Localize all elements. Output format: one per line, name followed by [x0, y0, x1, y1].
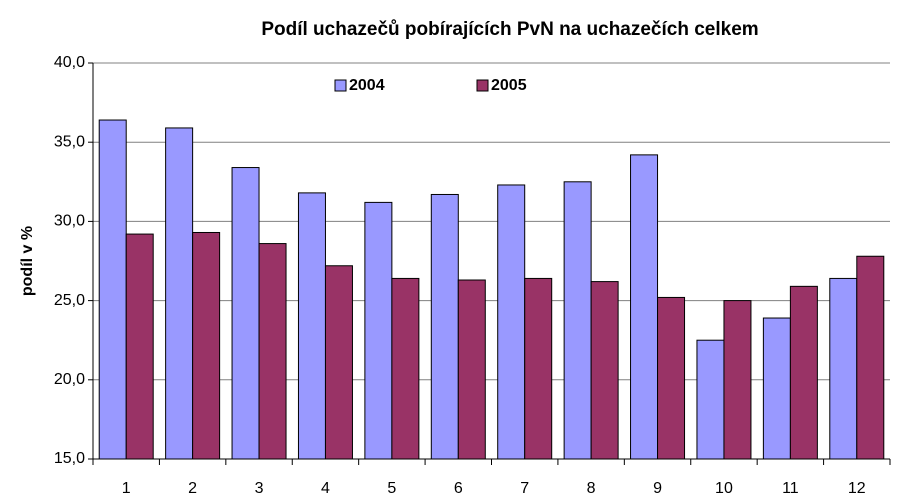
bar	[430, 193, 459, 460]
x-tick-label: 3	[255, 480, 264, 496]
x-tick-label: 11	[782, 480, 799, 496]
bar	[297, 192, 326, 460]
chart-title: Podíl uchazečů pobírajících PvN na uchaz…	[261, 19, 758, 40]
legend-swatch	[334, 79, 347, 92]
y-tick-label: 15,0	[54, 450, 85, 467]
bar	[457, 279, 486, 460]
bar	[364, 201, 393, 460]
bar	[391, 277, 420, 460]
y-tick-label: 25,0	[54, 292, 85, 309]
bar	[125, 233, 154, 460]
x-tick-label: 1	[122, 480, 131, 496]
y-tick-label: 40,0	[54, 54, 85, 71]
x-tick-label: 6	[454, 480, 463, 496]
bar	[258, 243, 287, 460]
x-tick-label: 12	[848, 480, 866, 496]
y-tick-label: 35,0	[54, 133, 85, 150]
bar	[829, 277, 858, 460]
bar	[192, 231, 221, 460]
legend-label: 2004	[349, 77, 385, 94]
bar	[497, 184, 526, 460]
bar	[98, 119, 127, 460]
x-tick-label: 9	[653, 480, 662, 496]
x-tick-label: 2	[188, 480, 197, 496]
x-tick-label: 7	[520, 480, 529, 496]
bar	[696, 339, 725, 460]
bar	[524, 277, 553, 460]
bar	[590, 281, 619, 460]
legend-label: 2005	[491, 77, 527, 94]
bar	[165, 127, 194, 460]
bar	[231, 167, 260, 460]
x-tick-label: 8	[587, 480, 596, 496]
bar	[324, 265, 353, 460]
legend-swatch	[476, 79, 489, 92]
bar	[723, 300, 752, 460]
bar	[657, 296, 686, 460]
x-tick-label: 10	[715, 480, 733, 496]
bar	[762, 317, 791, 460]
bar	[856, 255, 885, 460]
bar	[563, 181, 592, 460]
bar	[630, 154, 659, 460]
x-tick-label: 4	[321, 480, 330, 496]
x-tick-label: 5	[387, 480, 396, 496]
bar	[789, 285, 818, 460]
y-tick-label: 30,0	[54, 213, 85, 230]
y-axis-label: podíl v %	[19, 226, 36, 296]
y-tick-label: 20,0	[54, 371, 85, 388]
